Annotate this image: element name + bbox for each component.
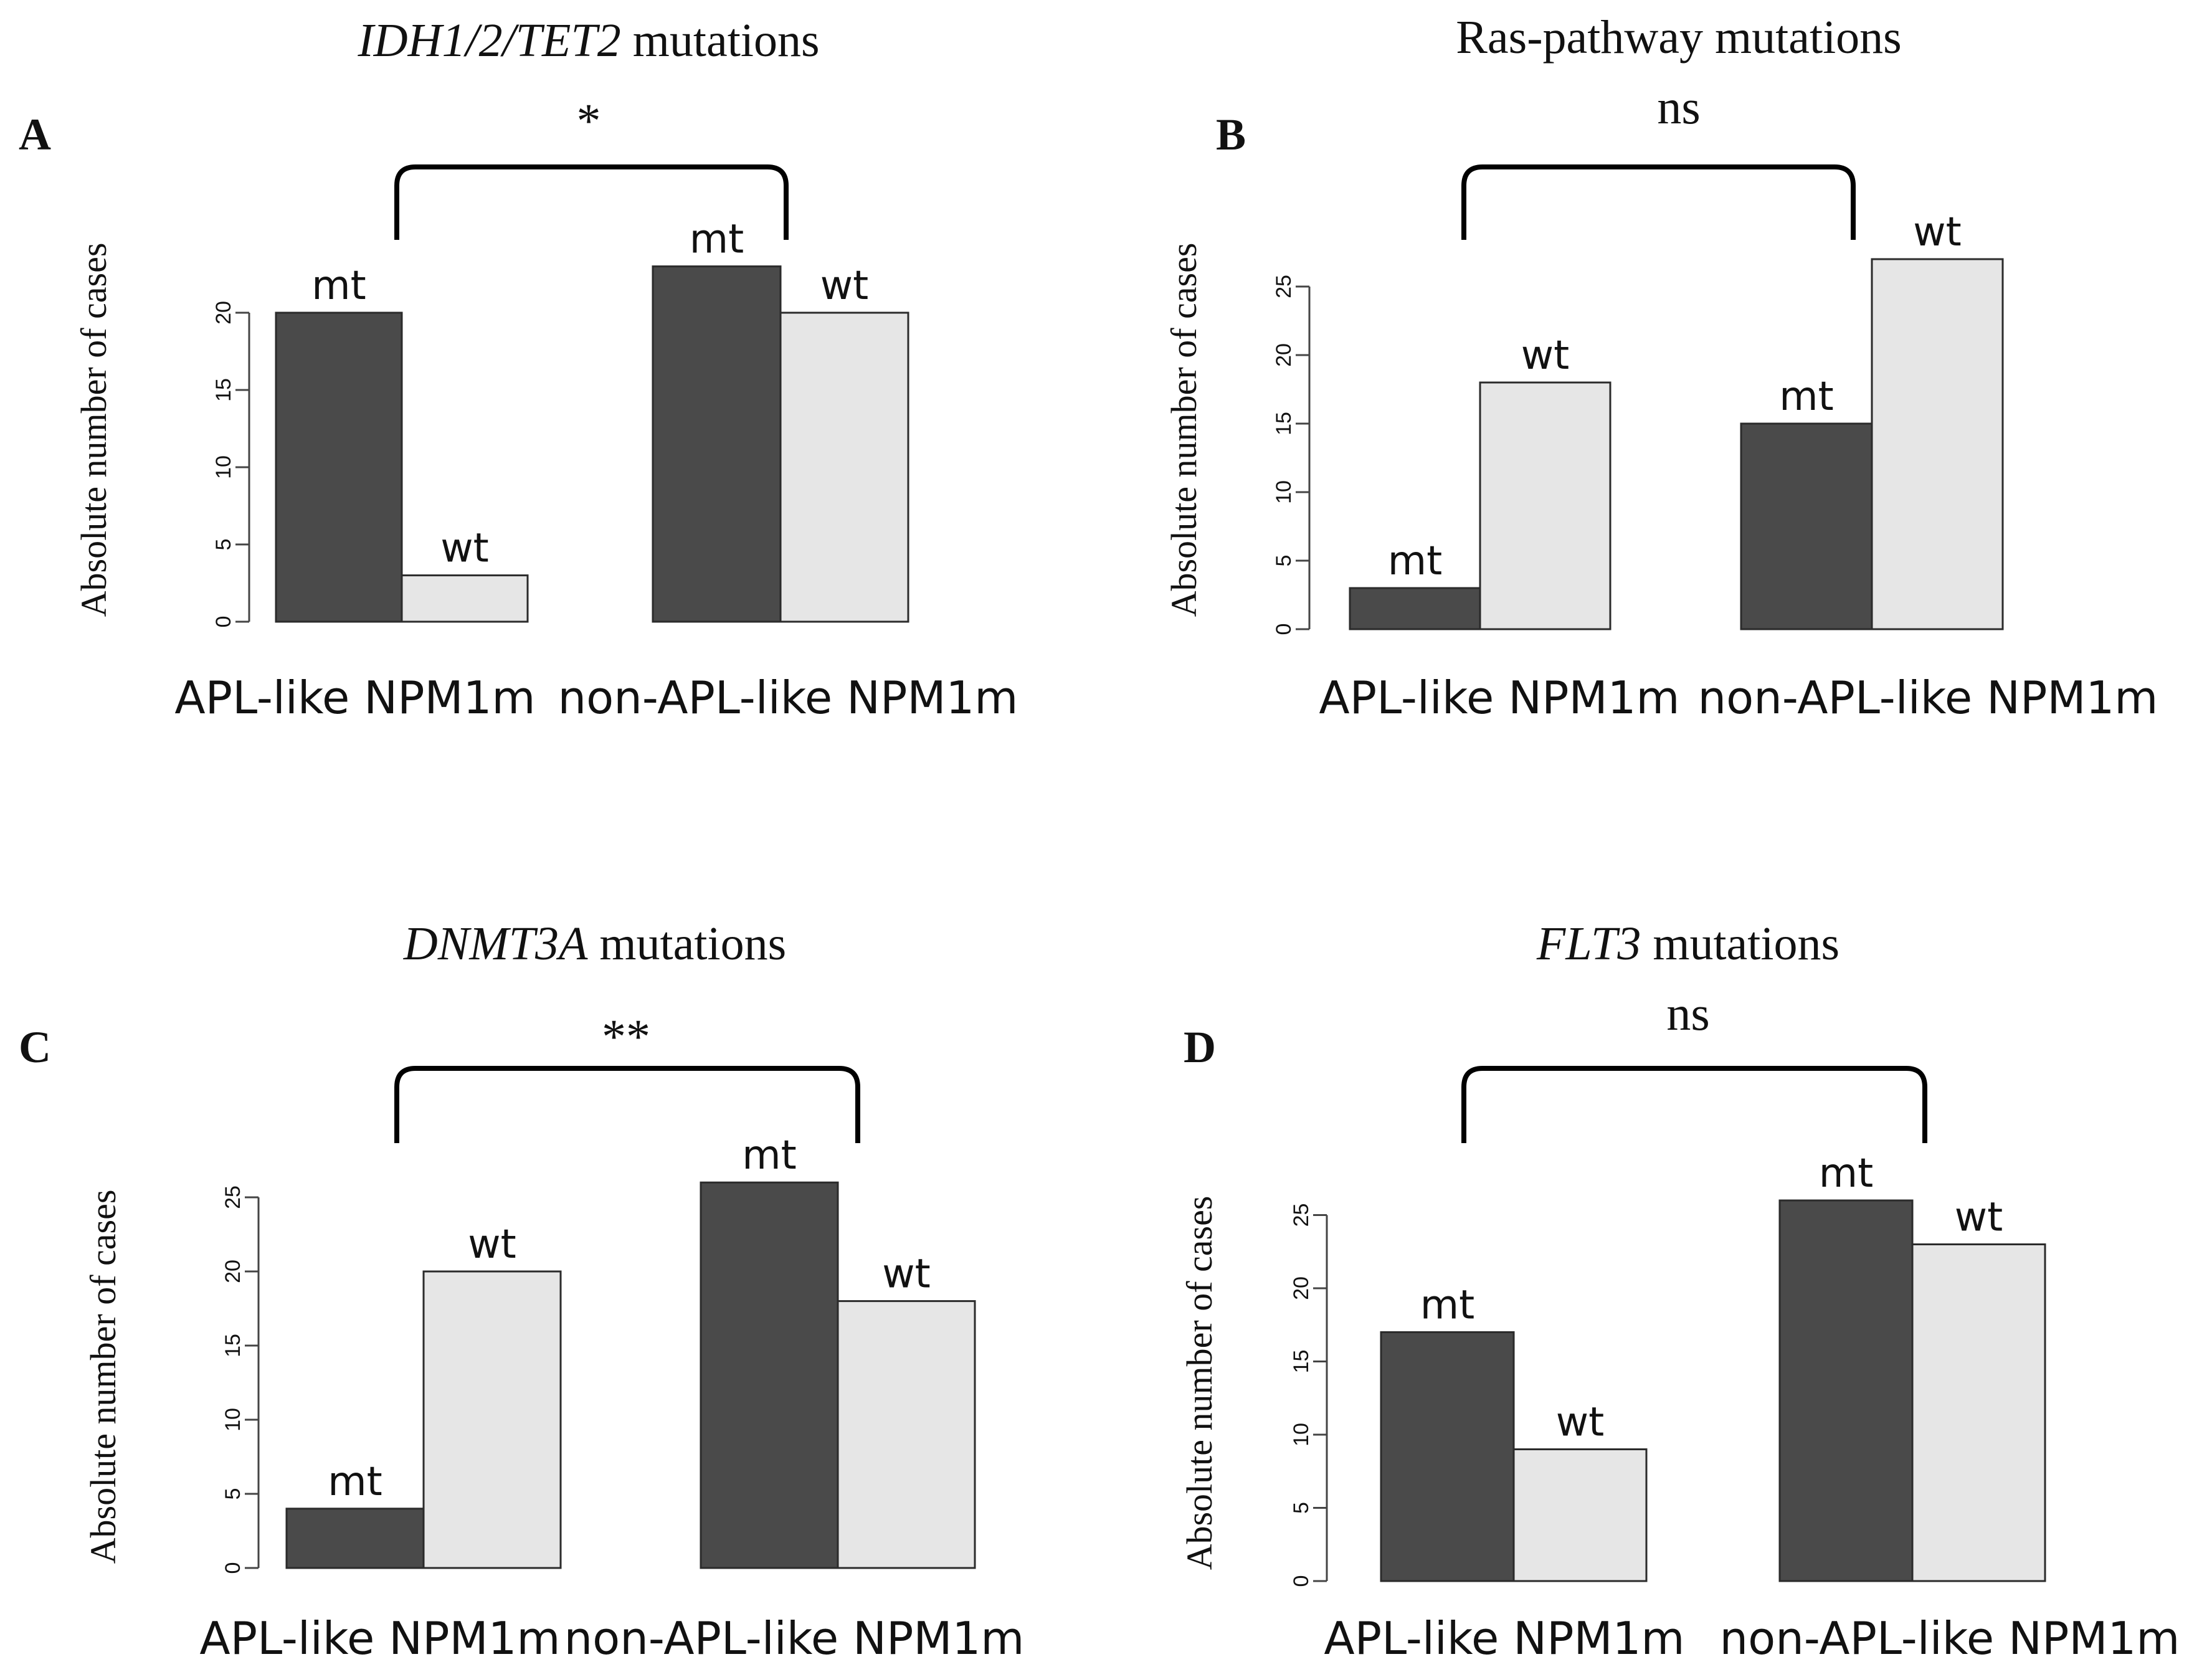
panel-d-letter: D xyxy=(1184,1022,1216,1072)
panel-a-category-label-2: non-APL-like NPM1m xyxy=(558,672,1018,724)
panel-b-y-tick-label: 25 xyxy=(1272,275,1296,298)
panel-b-category-label-2: non-APL-like NPM1m xyxy=(1698,672,2158,724)
panel-d-title-gene: FLT3 xyxy=(1536,918,1641,970)
panel-c-bar-label-mt-2: mt xyxy=(742,1133,796,1179)
panel-a-letter: A xyxy=(19,110,51,159)
panel-d-category-label-2: non-APL-like NPM1m xyxy=(1720,1612,2180,1665)
panel-a-y-tick-label: 15 xyxy=(212,378,235,402)
panel-b-bar-label-wt-2: wt xyxy=(1913,209,1961,255)
panel-c-bar-label-mt-1: mt xyxy=(328,1459,382,1505)
panel-c-bar-mt-1 xyxy=(285,1508,425,1569)
panel-a-bar-mt-2 xyxy=(652,265,782,623)
panel-a-title-suffix: mutations xyxy=(621,14,820,67)
panel-c-y-tick-label: 5 xyxy=(221,1488,245,1500)
panel-c-title-suffix: mutations xyxy=(587,918,786,970)
panel-a-bar-label-mt-1: mt xyxy=(311,263,366,309)
panel-a-y-axis-label: Absolute number of cases xyxy=(74,243,114,617)
panel-a-bar-wt-1 xyxy=(401,574,529,623)
panel-a-bar-label-mt-2: mt xyxy=(690,217,744,263)
panel-d-bar-wt-2 xyxy=(1911,1243,2046,1582)
panel-c: DNMT3A mutations C ** 0 5 10 15 20 25 Absolute nu… xyxy=(19,918,1024,1665)
panel-c-bar-mt-2 xyxy=(700,1181,839,1569)
panel-a-y-tick-label: 10 xyxy=(212,455,235,479)
panel-d-y-tick-label: 10 xyxy=(1289,1423,1313,1446)
panel-c-y-tick-label: 20 xyxy=(221,1260,245,1283)
panel-d-y-tick-label: 5 xyxy=(1289,1502,1313,1514)
panel-b-y-tick-label: 5 xyxy=(1272,555,1296,567)
panel-a-title: IDH1/2/TET2 mutations xyxy=(357,14,819,67)
panel-a-y-tick-label: 5 xyxy=(212,539,235,551)
panel-b-letter: B xyxy=(1216,110,1246,159)
panel-b-bar-wt-2 xyxy=(1871,258,2004,630)
panel-a-bar-label-wt-1: wt xyxy=(440,526,488,572)
panel-b-bar-label-mt-2: mt xyxy=(1779,374,1833,420)
panel-c-category-label-1: APL-like NPM1m xyxy=(199,1612,560,1665)
panel-d-bar-label-wt-2: wt xyxy=(1955,1195,2003,1241)
panel-a-bar-mt-1 xyxy=(275,311,403,623)
panel-a-title-gene: IDH1/2/TET2 xyxy=(357,14,620,67)
panel-a-y-tick-label: 20 xyxy=(212,301,235,325)
panel-d-y-tick-label: 25 xyxy=(1289,1204,1313,1227)
panel-a-significance-label: * xyxy=(577,93,601,148)
panel-c-y-axis-label: Absolute number of cases xyxy=(83,1190,123,1564)
panel-d: FLT3 mutations Dns 0 5 10 15 20 25 Absolute numb… xyxy=(1179,918,2180,1665)
panel-c-bar-wt-1 xyxy=(422,1270,562,1569)
panel-b-bar-mt-2 xyxy=(1740,422,1873,630)
panel-b-significance-label: ns xyxy=(1657,80,1700,134)
panel-d-y-tick-label: 20 xyxy=(1289,1276,1313,1300)
panel-d-category-label-1: APL-like NPM1m xyxy=(1324,1612,1684,1665)
panel-b-title-suffix: Ras-pathway mutations xyxy=(1456,11,1902,64)
panel-b-y-tick-label: 20 xyxy=(1272,343,1296,367)
panel-b-bar-label-wt-1: wt xyxy=(1521,333,1569,379)
panel-d-bar-mt-1 xyxy=(1380,1331,1515,1582)
panel-c-bar-label-wt-2: wt xyxy=(882,1252,930,1298)
panel-a-category-label-1: APL-like NPM1m xyxy=(174,672,535,724)
panel-c-bar-label-wt-1: wt xyxy=(468,1222,516,1268)
panel-c-significance-label: ** xyxy=(602,1009,650,1063)
panel-d-bar-label-mt-1: mt xyxy=(1420,1283,1474,1329)
panel-b-title: Ras-pathway mutations xyxy=(1456,11,1902,64)
panel-b-bar-wt-1 xyxy=(1479,381,1612,630)
panel-d-bar-wt-1 xyxy=(1512,1448,1648,1582)
panel-b-y-axis-label: Absolute number of cases xyxy=(1164,243,1204,617)
panel-a-bar-wt-2 xyxy=(779,311,909,623)
panel-b-category-label-1: APL-like NPM1m xyxy=(1319,672,1679,724)
panel-c-category-label-2: non-APL-like NPM1m xyxy=(564,1612,1025,1665)
panel-c-title-gene: DNMT3A xyxy=(403,918,588,970)
panel-c-y-tick-label: 10 xyxy=(221,1408,245,1432)
panel-c-y-tick-label: 0 xyxy=(221,1562,245,1574)
panel-d-y-tick-label: 15 xyxy=(1289,1350,1313,1374)
panel-a-significance-bracket xyxy=(394,164,789,240)
panel-b-y-tick-label: 10 xyxy=(1272,480,1296,504)
panel-a: IDH1/2/TET2 mutations A * 0 5 10 15 20 Absolute … xyxy=(19,14,1018,724)
panel-c-significance-bracket xyxy=(394,1066,860,1143)
panel-b-bar-label-mt-1: mt xyxy=(1388,538,1442,584)
panel-c-bar-wt-2 xyxy=(837,1300,976,1569)
panel-d-y-tick-label: 0 xyxy=(1289,1575,1313,1587)
panel-b: Ras-pathway mutations Bns 0 5 10 15 20 25 Absolu… xyxy=(1164,11,2158,724)
panel-b-significance-bracket xyxy=(1461,164,1856,240)
panel-d-title: FLT3 mutations xyxy=(1536,918,1839,970)
panel-b-bar-mt-1 xyxy=(1349,587,1481,630)
panel-a-y-tick-label: 0 xyxy=(212,616,235,628)
panel-c-y-tick-label: 25 xyxy=(221,1185,245,1209)
panel-d-bar-label-wt-1: wt xyxy=(1556,1400,1604,1446)
panel-c-y-tick-label: 15 xyxy=(221,1334,245,1357)
panel-b-y-tick-label: 0 xyxy=(1272,624,1296,635)
panel-d-y-axis-label: Absolute number of cases xyxy=(1179,1196,1220,1570)
panel-c-title: DNMT3A mutations xyxy=(403,918,786,970)
panel-d-bar-mt-2 xyxy=(1778,1199,1914,1582)
panel-d-title-suffix: mutations xyxy=(1641,918,1839,970)
panel-d-significance-label: ns xyxy=(1666,986,1709,1040)
panel-b-y-tick-label: 15 xyxy=(1272,412,1296,435)
panel-d-bar-label-mt-2: mt xyxy=(1819,1151,1873,1197)
panel-c-letter: C xyxy=(19,1022,51,1072)
panel-d-significance-bracket xyxy=(1461,1066,1927,1143)
panel-a-bar-label-wt-2: wt xyxy=(820,263,868,309)
